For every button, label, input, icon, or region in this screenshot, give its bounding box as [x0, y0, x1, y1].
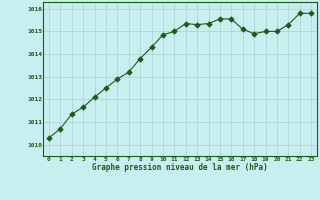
X-axis label: Graphe pression niveau de la mer (hPa): Graphe pression niveau de la mer (hPa): [92, 163, 268, 172]
